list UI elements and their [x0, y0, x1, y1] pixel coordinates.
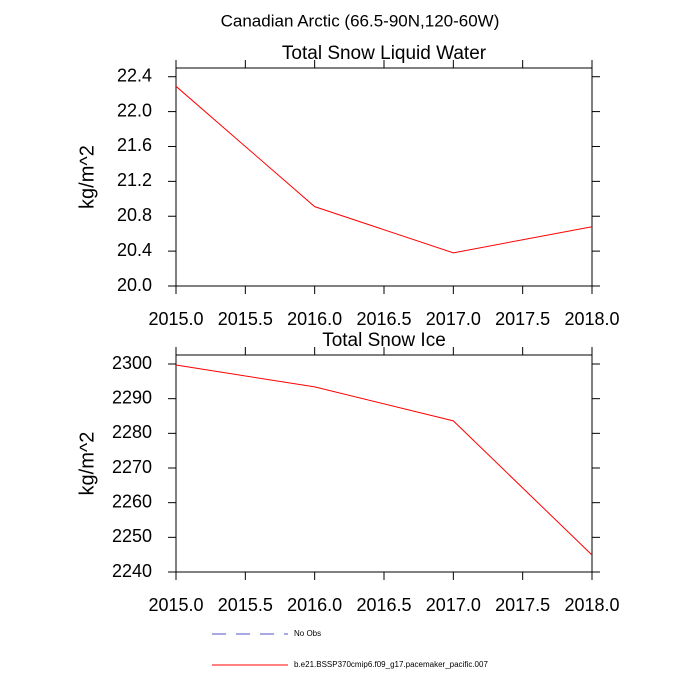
y-tick-label: 2300 — [112, 353, 152, 373]
x-tick-label: 2016.5 — [356, 595, 411, 615]
y-tick-label: 2260 — [112, 491, 152, 511]
y-tick-label: 21.6 — [117, 135, 152, 155]
y-tick-label: 22.0 — [117, 100, 152, 120]
y-tick-label: 20.8 — [117, 205, 152, 225]
plot-frame — [175, 354, 593, 573]
legend-label: b.e21.BSSP370cmip6.f09_g17.pacemaker_pac… — [294, 660, 488, 669]
x-tick-label: 2017.0 — [426, 595, 481, 615]
x-tick-label: 2016.0 — [287, 309, 342, 329]
plot-frame — [175, 67, 593, 287]
chart-title: Total Snow Ice — [322, 330, 446, 351]
legend-label: No Obs — [294, 629, 321, 638]
x-tick-label: 2015.0 — [148, 595, 203, 615]
y-axis-title: kg/m^2 — [76, 145, 98, 209]
y-tick-label: 22.4 — [117, 65, 152, 85]
data-line — [175, 85, 593, 254]
main-title: Canadian Arctic (66.5-90N,120-60W) — [221, 11, 500, 30]
y-tick-label: 2250 — [112, 526, 152, 546]
chart-title: Total Snow Liquid Water — [282, 43, 487, 64]
x-tick-label: 2018.0 — [564, 309, 619, 329]
y-tick-label: 2270 — [112, 457, 152, 477]
x-tick-label: 2017.0 — [426, 309, 481, 329]
y-tick-label: 20.0 — [117, 275, 152, 295]
y-tick-label: 2280 — [112, 422, 152, 442]
data-line — [175, 364, 593, 556]
y-axis-title: kg/m^2 — [76, 432, 98, 496]
y-tick-label: 2290 — [112, 387, 152, 407]
x-tick-label: 2016.5 — [356, 309, 411, 329]
x-tick-label: 2018.0 — [564, 595, 619, 615]
x-tick-label: 2016.0 — [287, 595, 342, 615]
y-tick-label: 2240 — [112, 561, 152, 581]
x-tick-label: 2017.5 — [495, 595, 550, 615]
y-tick-label: 20.4 — [117, 240, 152, 260]
x-tick-label: 2015.5 — [218, 595, 273, 615]
x-tick-label: 2017.5 — [495, 309, 550, 329]
x-tick-label: 2015.0 — [148, 309, 203, 329]
x-tick-label: 2015.5 — [218, 309, 273, 329]
y-tick-label: 21.2 — [117, 170, 152, 190]
